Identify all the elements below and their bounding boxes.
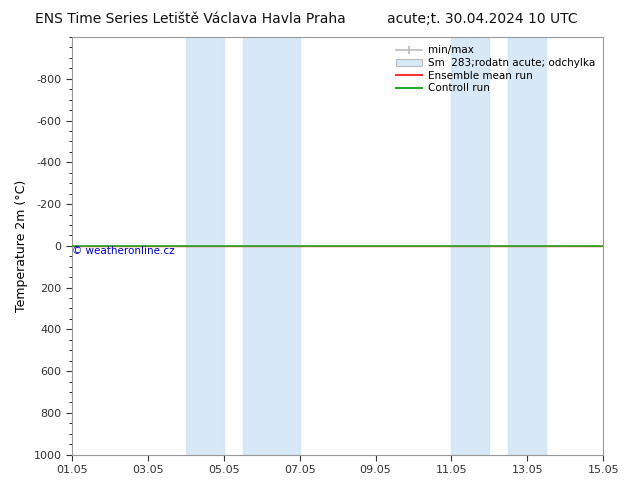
Text: acute;t. 30.04.2024 10 UTC: acute;t. 30.04.2024 10 UTC [387,12,577,26]
Text: © weatheronline.cz: © weatheronline.cz [72,246,175,256]
Y-axis label: Temperature 2m (°C): Temperature 2m (°C) [15,180,28,312]
Bar [186,37,224,455]
Legend: min/max, Sm  283;rodatn acute; odchylka, Ensemble mean run, Controll run: min/max, Sm 283;rodatn acute; odchylka, … [393,42,598,97]
Bar [243,37,300,455]
Bar [508,37,547,455]
Bar [451,37,489,455]
Text: ENS Time Series Letiště Václava Havla Praha: ENS Time Series Letiště Václava Havla Pr… [35,12,346,26]
